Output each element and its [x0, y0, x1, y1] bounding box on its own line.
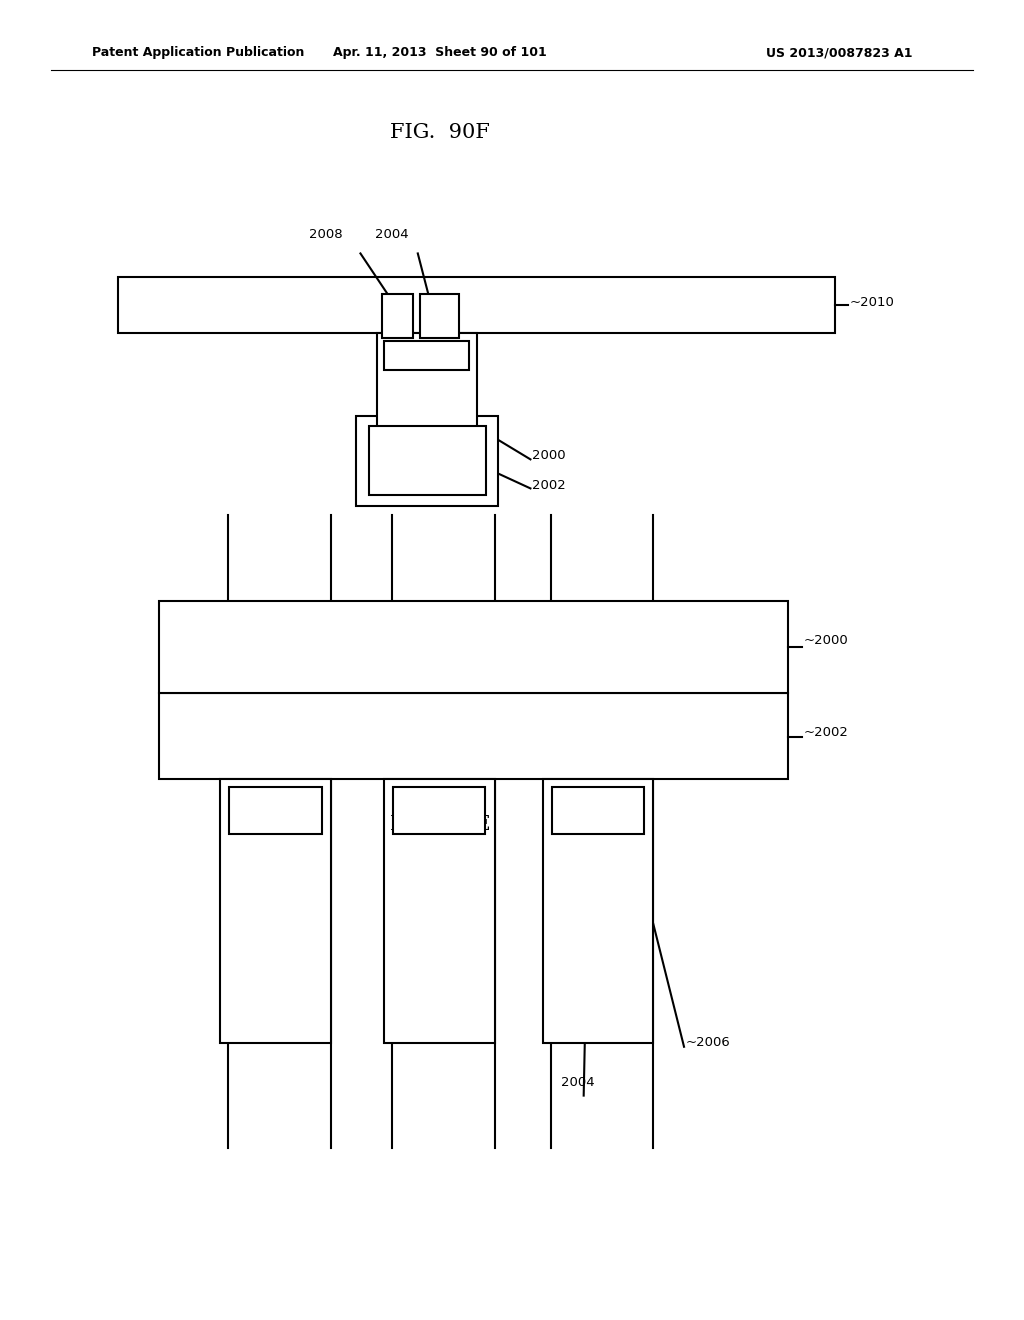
Text: 2004: 2004: [376, 228, 409, 242]
Text: FIG.  90F: FIG. 90F: [390, 123, 490, 141]
Bar: [369, 426, 486, 495]
Text: 2008: 2008: [309, 228, 342, 242]
Bar: [420, 294, 459, 338]
Bar: [543, 779, 653, 1043]
Text: Apr. 11, 2013  Sheet 90 of 101: Apr. 11, 2013 Sheet 90 of 101: [334, 46, 547, 59]
Bar: [356, 416, 498, 506]
Bar: [159, 601, 788, 693]
Text: 2002: 2002: [532, 479, 566, 492]
Text: ~2006: ~2006: [686, 1036, 731, 1049]
Text: ~2000: ~2000: [804, 634, 849, 647]
Bar: [118, 277, 835, 333]
Bar: [382, 294, 413, 338]
Text: ~2002: ~2002: [804, 726, 849, 739]
Text: Patent Application Publication: Patent Application Publication: [92, 46, 304, 59]
Text: 2000: 2000: [532, 449, 566, 462]
Text: 2004: 2004: [561, 1076, 595, 1089]
Bar: [159, 693, 788, 779]
Text: FIG.  90E: FIG. 90E: [390, 816, 490, 834]
Bar: [384, 341, 469, 370]
Bar: [393, 787, 485, 834]
Bar: [552, 787, 644, 834]
Bar: [229, 787, 322, 834]
Text: US 2013/0087823 A1: US 2013/0087823 A1: [766, 46, 913, 59]
Bar: [220, 779, 331, 1043]
Bar: [377, 333, 477, 445]
Text: ~2010: ~2010: [850, 296, 895, 309]
Bar: [384, 779, 495, 1043]
